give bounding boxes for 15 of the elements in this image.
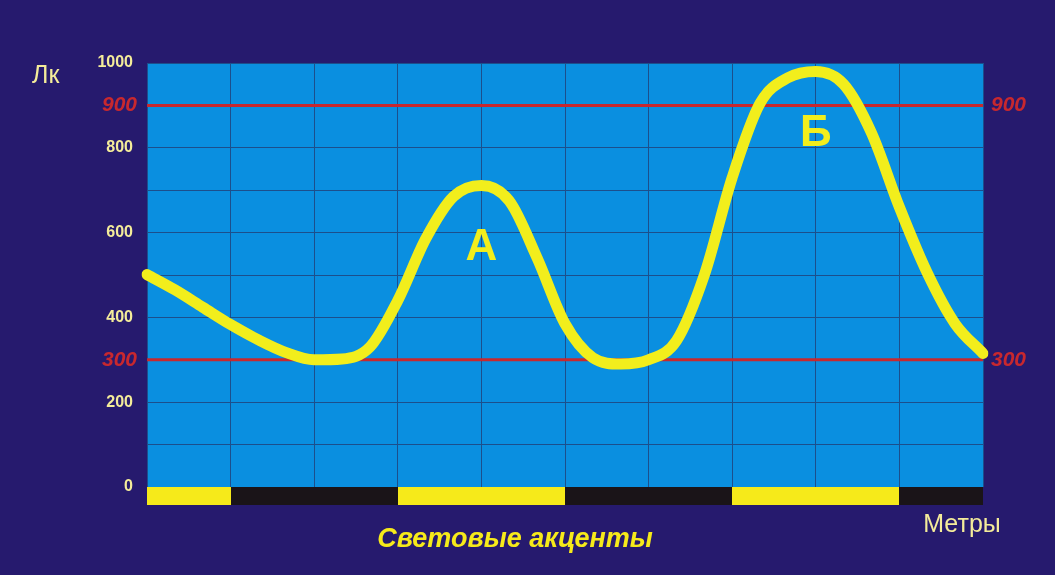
y-tick-label: 0 xyxy=(124,477,134,495)
annotation: Б xyxy=(799,105,832,155)
y-tick-label: 400 xyxy=(106,307,134,325)
x-axis-title: Метры xyxy=(923,508,1001,537)
text: 300 xyxy=(101,346,137,370)
y-axis-title: Лк xyxy=(32,59,61,88)
annotation: А xyxy=(465,219,498,269)
text: Световые акценты xyxy=(377,523,653,554)
text: 900 xyxy=(101,92,137,116)
y-tick-label: 200 xyxy=(106,392,134,410)
ref-line-label: 300 xyxy=(991,346,1027,370)
y-tick-label: 600 xyxy=(106,223,134,241)
ref-line-label: 900 xyxy=(991,92,1027,116)
y-tick-label: 800 xyxy=(106,138,134,156)
y-tick-label: 1000 xyxy=(97,53,134,71)
